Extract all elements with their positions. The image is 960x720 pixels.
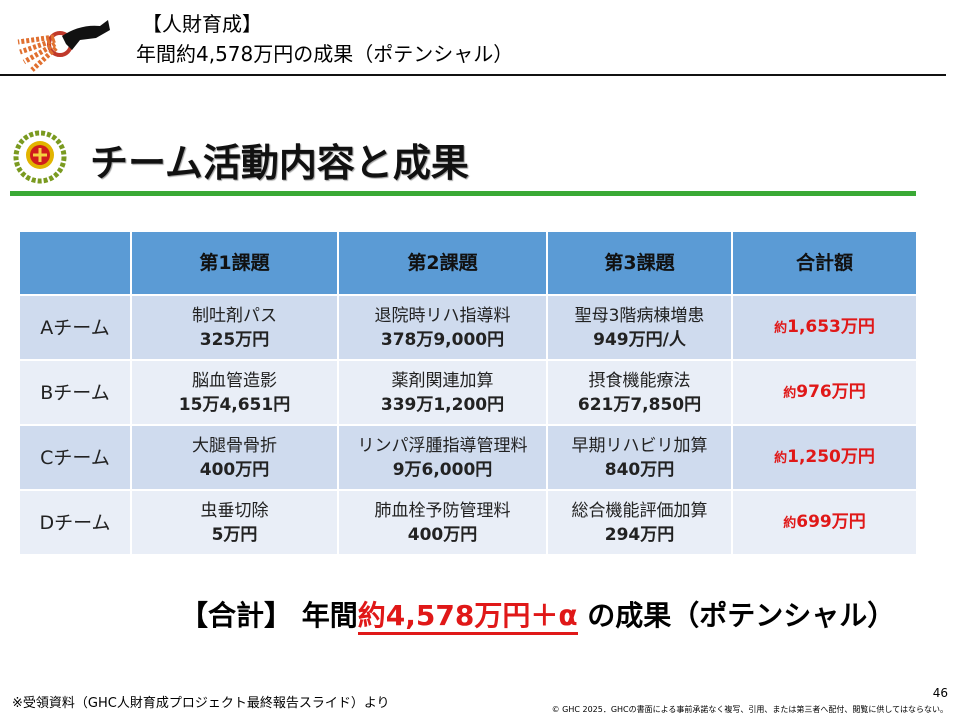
table-row: Bチーム 脳血管造影 15万4,651円 薬剤関連加算 339万1,200円 摂食機能療法… xyxy=(18,359,918,426)
task-amount: 378万9,000円 xyxy=(380,329,505,350)
team-cell: Aチーム xyxy=(18,294,132,361)
task-amount: 400万円 xyxy=(199,459,270,480)
task-cell: 早期リハビリ加算 840万円 xyxy=(546,424,733,491)
total-cell: 約1,250万円 xyxy=(731,424,918,491)
header-cell: 第3課題 xyxy=(546,230,733,296)
task-name: 脳血管造影 xyxy=(192,370,277,391)
task-name: 制吐剤パス xyxy=(192,305,277,326)
section-title: チーム活動内容と成果 xyxy=(90,141,469,185)
task-cell: 制吐剤パス 325万円 xyxy=(130,294,339,361)
task-cell: 脳血管造影 15万4,651円 xyxy=(130,359,339,426)
total-prefix: 約 xyxy=(774,320,788,336)
total-prefix: 約 xyxy=(783,385,797,401)
total-amount: 699万円 xyxy=(796,511,866,532)
task-cell: 大腿骨骨折 400万円 xyxy=(130,424,339,491)
task-name: 退院時リハ指導料 xyxy=(374,305,511,326)
team-cell: Bチーム xyxy=(18,359,132,426)
task-cell: 退院時リハ指導料 378万9,000円 xyxy=(337,294,548,361)
task-cell: 肺血栓予防管理料 400万円 xyxy=(337,489,548,556)
task-name: 摂食機能療法 xyxy=(588,370,691,391)
task-name: 聖母3階病棟増患 xyxy=(574,305,705,326)
team-cell: Cチーム xyxy=(18,424,132,491)
task-amount: 400万円 xyxy=(407,524,478,545)
task-cell: 薬剤関連加算 339万1,200円 xyxy=(337,359,548,426)
header-cell: 合計額 xyxy=(731,230,918,296)
summary-lead: 【合計】 年間 xyxy=(180,599,358,632)
header-cell: 第1課題 xyxy=(130,230,339,296)
page-number: 46 xyxy=(932,686,948,700)
total-amount: 1,653万円 xyxy=(787,316,875,337)
total-cell: 約699万円 xyxy=(731,489,918,556)
header-category: 【人財育成】 xyxy=(142,12,262,36)
task-name: 肺血栓予防管理料 xyxy=(374,500,511,521)
task-amount: 15万4,651円 xyxy=(178,394,291,415)
task-name: 大腿骨骨折 xyxy=(192,435,277,456)
total-amount: 1,250万円 xyxy=(787,446,875,467)
table-row: Dチーム 虫垂切除 5万円 肺血栓予防管理料 400万円 総合機能評価加算 294万円 約69… xyxy=(18,489,918,556)
task-name: 虫垂切除 xyxy=(200,500,269,521)
table-row: Aチーム 制吐剤パス 325万円 退院時リハ指導料 378万9,000円 聖母3階病棟増患… xyxy=(18,294,918,361)
task-amount: 339万1,200円 xyxy=(380,394,505,415)
section-rule xyxy=(10,191,916,196)
total-amount: 976万円 xyxy=(796,381,866,402)
task-cell: 摂食機能療法 621万7,850円 xyxy=(546,359,733,426)
summary-highlight: 約4,578万円＋α xyxy=(357,599,578,635)
task-amount: 5万円 xyxy=(211,524,258,545)
summary-tail: の成果（ポテンシャル） xyxy=(577,599,896,632)
task-amount: 325万円 xyxy=(199,329,270,350)
task-cell: リンパ浮腫指導管理料 9万6,000円 xyxy=(337,424,548,491)
task-amount: 949万円/人 xyxy=(593,329,686,350)
task-amount: 840万円 xyxy=(604,459,675,480)
total-cell: 約976万円 xyxy=(731,359,918,426)
team-cell: Dチーム xyxy=(18,489,132,556)
summary: 【合計】 年間約4,578万円＋α の成果（ポテンシャル） xyxy=(180,594,896,635)
task-cell: 総合機能評価加算 294万円 xyxy=(546,489,733,556)
emblem xyxy=(13,130,67,184)
total-cell: 約1,653万円 xyxy=(731,294,918,361)
header-cell: 第2課題 xyxy=(337,230,548,296)
task-amount: 9万6,000円 xyxy=(392,459,493,480)
result-table: 第1課題 第2課題 第3課題 合計額 Aチーム 制吐剤パス 325万円 退院時リハ指導料 37… xyxy=(18,230,918,556)
total-prefix: 約 xyxy=(783,515,797,531)
total-prefix: 約 xyxy=(774,450,788,466)
header-row: 第1課題 第2課題 第3課題 合計額 xyxy=(18,230,918,296)
logo xyxy=(17,20,110,72)
task-name: リンパ浮腫指導管理料 xyxy=(357,435,528,456)
header-cell xyxy=(18,230,132,296)
task-cell: 聖母3階病棟増患 949万円/人 xyxy=(546,294,733,361)
task-name: 総合機能評価加算 xyxy=(571,500,708,521)
task-name: 早期リハビリ加算 xyxy=(571,435,708,456)
task-amount: 294万円 xyxy=(604,524,675,545)
task-cell: 虫垂切除 5万円 xyxy=(130,489,339,556)
table-row: Cチーム 大腿骨骨折 400万円 リンパ浮腫指導管理料 9万6,000円 早期リハビリ加算… xyxy=(18,424,918,491)
footnote: ※受領資料（GHC人財育成プロジェクト最終報告スライド）より xyxy=(12,696,390,711)
task-amount: 621万7,850円 xyxy=(577,394,702,415)
task-name: 薬剤関連加算 xyxy=(391,370,494,391)
header-rule xyxy=(0,74,946,76)
header-title: 年間約4,578万円の成果（ポテンシャル） xyxy=(136,42,514,66)
copyright: © GHC 2025．GHCの書面による事前承諾なく複写、引用、または第三者へ配… xyxy=(551,705,948,714)
